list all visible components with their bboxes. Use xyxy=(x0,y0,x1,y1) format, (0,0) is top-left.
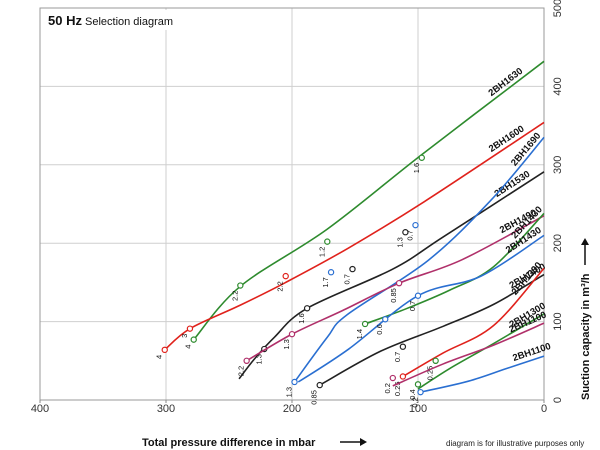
y-axis-arrow-icon xyxy=(581,238,589,265)
data-point-label: 0.85 xyxy=(310,390,319,405)
data-point xyxy=(303,305,311,312)
data-point xyxy=(399,343,407,350)
data-point-label: 1.6 xyxy=(412,163,421,173)
x-tick-label: 200 xyxy=(283,403,301,415)
data-point-label: 1.7 xyxy=(321,277,330,287)
data-point xyxy=(243,357,250,364)
data-point xyxy=(414,292,422,299)
data-point xyxy=(412,221,419,229)
data-point-label: 1.3 xyxy=(282,339,291,349)
series-line xyxy=(297,234,545,383)
data-point xyxy=(399,373,407,380)
x-tick-label: 300 xyxy=(157,403,175,415)
series-line xyxy=(164,121,545,351)
data-point xyxy=(324,238,331,245)
data-point-label: 4 xyxy=(155,355,164,359)
x-tick-label: 0 xyxy=(541,403,547,415)
data-point-label: 1.4 xyxy=(355,329,364,339)
series-line xyxy=(193,60,545,341)
data-point-label: 0.7 xyxy=(408,301,417,311)
x-axis-label-group: Total pressure difference in mbar xyxy=(142,437,367,449)
data-point-label: 2.2 xyxy=(230,291,239,301)
data-point xyxy=(186,325,194,332)
curve-label: 2BH1630 xyxy=(487,66,526,99)
data-point xyxy=(361,320,369,328)
data-point-label: 0.7 xyxy=(393,352,402,362)
y-axis-label-group: Suction capacity in m³/h xyxy=(580,238,592,400)
y-axis-label: Suction capacity in m³/h xyxy=(580,273,592,400)
data-point xyxy=(432,357,439,364)
series-line xyxy=(293,136,545,383)
chart-title-box: 50 Hz Selection diagram xyxy=(45,10,175,30)
data-point-label: 0.4 xyxy=(408,389,417,399)
data-point xyxy=(291,378,298,386)
data-point xyxy=(161,346,168,354)
data-point-label: 0.25 xyxy=(393,381,402,396)
data-point-label: 0.25 xyxy=(426,366,435,381)
data-point xyxy=(327,269,335,276)
y-tick-label: 500 xyxy=(552,0,564,17)
data-point xyxy=(389,374,396,382)
data-point-label: 0.7 xyxy=(405,230,414,240)
data-point-label: 3 xyxy=(180,334,189,338)
data-point-label: 1.3 xyxy=(285,387,294,397)
series-line xyxy=(402,267,545,378)
data-point xyxy=(349,265,356,273)
data-point-label: 2.2 xyxy=(237,366,246,376)
data-point xyxy=(237,282,244,289)
data-point-label: 1.6 xyxy=(297,313,306,323)
series-line xyxy=(319,273,545,386)
data-point-label: 0.7 xyxy=(342,274,351,284)
illustration-note: diagram is for illustrative purposes onl… xyxy=(446,439,584,448)
data-point-label: 0.85 xyxy=(389,288,398,303)
data-point xyxy=(190,336,197,343)
data-point xyxy=(417,388,424,396)
data-point xyxy=(288,330,296,338)
x-axis-label: Total pressure difference in mbar xyxy=(142,437,316,449)
data-point xyxy=(414,381,422,388)
data-point xyxy=(282,272,289,280)
data-point xyxy=(382,316,389,323)
data-point-label: 1.3 xyxy=(254,354,263,364)
tick-labels: 400 300 200 100 00 100 200 300 400 500 xyxy=(31,0,564,415)
series-layer: 42.21.21.62BH1630432.22BH16001.31.60.71.… xyxy=(155,60,552,408)
data-point xyxy=(402,229,409,236)
data-point-label: 4 xyxy=(184,345,193,349)
data-point-label: 1.2 xyxy=(317,247,326,257)
data-point-label: 0.2 xyxy=(411,397,420,407)
data-point xyxy=(316,381,323,389)
data-point-label: 2.2 xyxy=(276,281,285,291)
x-axis-arrow-icon xyxy=(340,438,367,446)
y-tick-label: 300 xyxy=(552,156,564,174)
x-tick-label: 400 xyxy=(31,403,49,415)
data-point-label: 1.3 xyxy=(395,237,404,247)
curve-label: 2BH1530 xyxy=(493,169,533,200)
series-line xyxy=(417,313,545,390)
y-tick-label: 400 xyxy=(552,77,564,95)
data-point xyxy=(395,279,403,287)
series-line xyxy=(420,355,545,393)
x-tick-label: 100 xyxy=(409,403,427,415)
chart-subtitle: Selection diagram xyxy=(85,16,173,28)
y-tick-label: 0 xyxy=(552,397,564,403)
series-line xyxy=(392,322,545,387)
y-tick-label: 200 xyxy=(552,234,564,252)
data-point-label: 0.6 xyxy=(375,324,384,334)
series-line xyxy=(238,171,545,380)
data-point xyxy=(418,154,425,161)
data-point-label: 0.2 xyxy=(383,383,392,393)
chart-title: 50 Hz xyxy=(48,13,82,28)
y-tick-label: 100 xyxy=(552,312,564,330)
title-background xyxy=(45,10,175,30)
